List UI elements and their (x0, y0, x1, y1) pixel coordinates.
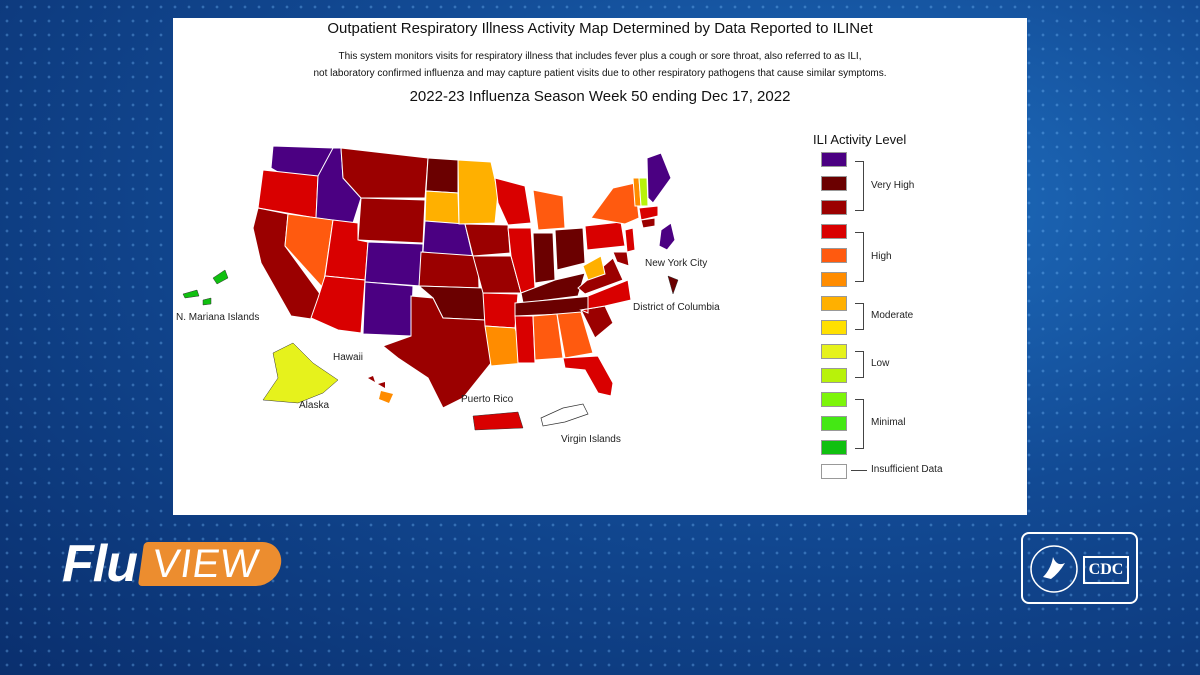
state-ga (556, 311, 594, 359)
label-hawaii: Hawaii (333, 352, 363, 363)
map-subtitle-line2: not laboratory confirmed influenza and m… (313, 68, 887, 79)
state-oh (554, 227, 586, 271)
state-ks (418, 251, 480, 289)
logo-view-text: VIEW (137, 542, 285, 586)
virgin-islands-inset (540, 403, 589, 427)
legend-swatch-6 (821, 272, 847, 287)
legend-label-minimal: Minimal (871, 417, 906, 428)
alaska-inset (262, 342, 339, 404)
state-ny (590, 182, 640, 225)
state-mt (340, 147, 429, 199)
state-tx (381, 295, 492, 409)
brace-high (855, 232, 864, 282)
legend-swatch-10 (821, 368, 847, 383)
state-sd (424, 190, 460, 225)
state-wy (357, 197, 426, 244)
map-card: Outpatient Respiratory Illness Activity … (173, 18, 1027, 515)
hhs-eagle-icon (1030, 545, 1078, 593)
state-wi (494, 177, 532, 226)
state-wv (582, 255, 606, 281)
dc-inset (667, 275, 679, 295)
legend-label-low: Low (871, 358, 890, 369)
label-virgin-islands: Virgin Islands (561, 434, 621, 445)
state-me (646, 152, 672, 204)
brace-low (855, 351, 864, 378)
puerto-rico-inset (472, 411, 524, 431)
state-ia (464, 223, 511, 257)
label-new-york-city: New York City (645, 258, 707, 269)
legend-swatch-1 (821, 152, 847, 167)
label-dc: District of Columbia (633, 302, 720, 313)
nyc-inset (658, 222, 676, 251)
legend-label-moderate: Moderate (871, 310, 914, 321)
legend-label-insufficient: Insufficient Data (871, 464, 943, 475)
state-mn (457, 159, 499, 225)
legend-swatch-12 (821, 416, 847, 431)
brace-very-high (855, 161, 864, 211)
map-title: Outpatient Respiratory Illness Activity … (327, 20, 873, 37)
legend-swatch-8 (821, 320, 847, 335)
state-nh (638, 177, 649, 207)
legend-title: ILI Activity Level (813, 132, 907, 147)
legend-swatch-13 (821, 440, 847, 455)
state-ma (638, 205, 659, 221)
state-nj (624, 227, 636, 253)
state-az (310, 275, 366, 334)
state-ct (640, 217, 656, 229)
legend-swatch-7 (821, 296, 847, 311)
legend-swatch-5 (821, 248, 847, 263)
brace-minimal (855, 399, 864, 449)
state-in (532, 232, 556, 284)
map-subtitle-line1: This system monitors visits for respirat… (338, 51, 862, 62)
label-alaska: Alaska (299, 400, 329, 411)
state-co (364, 241, 424, 287)
fluview-logo: Flu VIEW (62, 534, 285, 594)
label-mariana: N. Mariana Islands (176, 312, 259, 323)
state-pa (584, 221, 626, 251)
cdc-logo: CDC (1021, 532, 1138, 604)
legend-label-high: High (871, 251, 892, 262)
legend-label-very-high: Very High (871, 180, 915, 191)
label-puerto-rico: Puerto Rico (461, 394, 514, 405)
cdc-text: CDC (1083, 556, 1129, 584)
mariana-inset (212, 269, 229, 285)
legend-swatch-11 (821, 392, 847, 407)
logo-flu-text: Flu (62, 535, 138, 593)
brace-moderate (855, 303, 864, 330)
legend-swatch-3 (821, 200, 847, 215)
map-week: 2022-23 Influenza Season Week 50 ending … (409, 88, 791, 105)
legend-swatch-4 (821, 224, 847, 239)
hawaii-inset (368, 376, 375, 382)
state-nm (362, 281, 414, 337)
us-ili-map: New York City District of Columbia N. Ma… (176, 145, 720, 445)
legend-swatch-9 (821, 344, 847, 359)
legend-swatch-2 (821, 176, 847, 191)
state-nc (579, 279, 632, 314)
state-ar (482, 292, 519, 329)
state-ms (514, 315, 536, 364)
tick-insufficient (851, 470, 867, 471)
state-fl (562, 355, 614, 397)
state-nd (425, 157, 459, 194)
state-md (612, 251, 630, 267)
state-mi (532, 189, 566, 231)
legend-swatch-14 (821, 464, 847, 479)
